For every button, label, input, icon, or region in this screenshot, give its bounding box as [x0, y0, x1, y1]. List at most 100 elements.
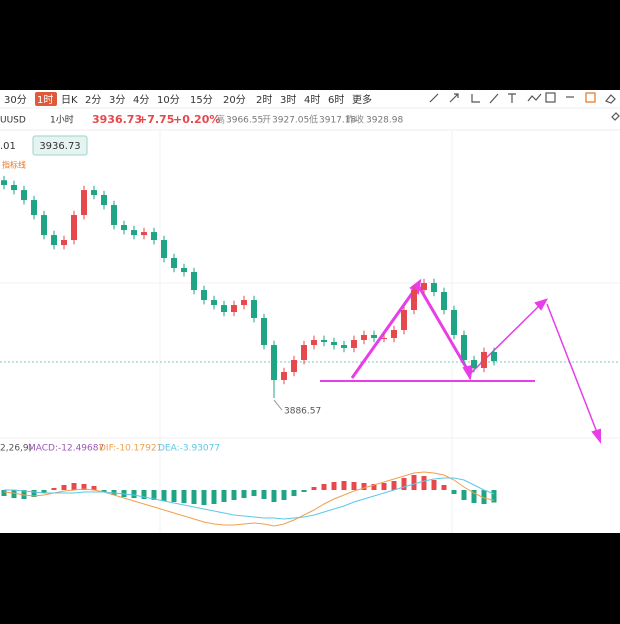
header-field: 开 — [262, 115, 271, 126]
candle-body — [291, 360, 297, 373]
macd-bar — [181, 490, 187, 503]
header-field: 3966.55 — [226, 116, 263, 126]
price-box-left: .01 — [0, 141, 16, 152]
period-tab[interactable]: 2时 — [256, 94, 272, 106]
macd-bar — [281, 490, 287, 500]
header-field: +0.20% — [173, 113, 220, 126]
macd-bar — [221, 490, 227, 502]
header-field: 低 — [309, 114, 318, 126]
candle-body — [471, 360, 477, 368]
candle-body — [171, 258, 177, 269]
macd-bar — [491, 490, 497, 503]
macd-bar — [91, 486, 97, 490]
grid — [0, 130, 620, 533]
macd-bar — [241, 490, 247, 498]
period-tab[interactable]: 更多 — [352, 93, 372, 106]
period-tab[interactable]: 3时 — [280, 94, 296, 106]
macd-bar — [101, 490, 107, 492]
macd-header: MACD:-12.49687 — [28, 444, 104, 454]
macd-bar — [381, 483, 387, 490]
macd-bar — [391, 481, 397, 490]
macd-bar — [191, 490, 197, 504]
candle-body — [81, 190, 87, 216]
macd-bar — [461, 490, 467, 500]
low-marker-line — [273, 399, 283, 411]
dea-line — [4, 477, 495, 520]
candle-body — [111, 205, 117, 226]
macd-bar — [301, 490, 307, 492]
header-field: UUSD — [0, 116, 26, 126]
indicator-label: 指标线 — [2, 160, 26, 170]
macd-bar — [51, 488, 57, 490]
header-field: 3936.73 — [92, 113, 142, 126]
header-field: 昨收 — [346, 114, 364, 126]
candle-body — [31, 200, 37, 216]
period-tab[interactable]: 4分 — [133, 94, 149, 106]
candle-body — [271, 345, 277, 380]
macd-bar — [361, 483, 367, 490]
macd-bar — [341, 481, 347, 490]
candle-body — [461, 334, 467, 361]
app-area — [0, 90, 620, 533]
macd-bar — [451, 490, 457, 494]
drawing-tools[interactable] — [429, 92, 620, 121]
period-tab[interactable]: 10分 — [157, 94, 180, 106]
candle-body — [481, 351, 487, 368]
macd-bar — [141, 490, 147, 499]
macd-bar — [431, 480, 437, 490]
candle-body — [191, 272, 197, 291]
macd-bar — [261, 490, 267, 499]
candle-body — [361, 334, 367, 340]
period-tab[interactable]: 30分 — [4, 94, 27, 106]
macd-bar — [401, 478, 407, 490]
macd-header: 2,26,9) — [0, 444, 32, 454]
macd-bar — [231, 490, 237, 500]
macd-bar — [411, 475, 417, 490]
period-tab[interactable]: 4时 — [304, 94, 320, 106]
candle-body — [201, 290, 207, 301]
candle-body — [441, 291, 447, 310]
candle-body — [241, 300, 247, 306]
macd-bar — [351, 482, 357, 490]
macd-bar — [421, 476, 427, 490]
period-tab[interactable]: 15分 — [190, 94, 213, 106]
macd-bar — [311, 487, 317, 490]
price-box-value: 3936.73 — [39, 141, 80, 152]
candle-body — [331, 342, 337, 346]
period-tab[interactable]: 2分 — [85, 94, 101, 106]
period-tab[interactable]: 日K — [61, 95, 78, 106]
period-tab[interactable]: 1时 — [37, 94, 53, 106]
header-field: 3928.98 — [366, 116, 403, 126]
low-marker-label: 3886.57 — [284, 407, 321, 417]
candle-body — [71, 215, 77, 241]
macd-bar — [211, 490, 217, 504]
candle-body — [261, 318, 267, 346]
candle-body — [491, 351, 497, 362]
candle-body — [141, 232, 147, 236]
header-field: 3927.05 — [272, 116, 309, 126]
macd-bar — [321, 484, 327, 490]
candle-body — [221, 305, 227, 312]
macd-bar — [151, 490, 157, 500]
candle-body — [151, 232, 157, 241]
macd-header: DEA:-3.93077 — [158, 444, 220, 454]
candle-body — [21, 190, 27, 201]
candle-body — [411, 290, 417, 310]
candle-body — [311, 339, 317, 346]
candle-body — [91, 190, 97, 196]
candle-body — [11, 185, 17, 191]
dif-line — [3, 471, 495, 527]
candle-body — [231, 305, 237, 312]
macd-bar — [201, 490, 207, 505]
macd-bar — [81, 484, 87, 490]
period-tab[interactable]: 20分 — [223, 94, 246, 106]
period-tab[interactable]: 6时 — [328, 94, 344, 106]
candle-body — [351, 339, 357, 348]
macd-bar — [441, 485, 447, 490]
macd-bar — [251, 490, 257, 496]
macd-bar — [41, 490, 47, 493]
candle-body — [131, 230, 137, 236]
candle-body — [341, 345, 347, 348]
period-tab[interactable]: 3分 — [109, 94, 125, 106]
